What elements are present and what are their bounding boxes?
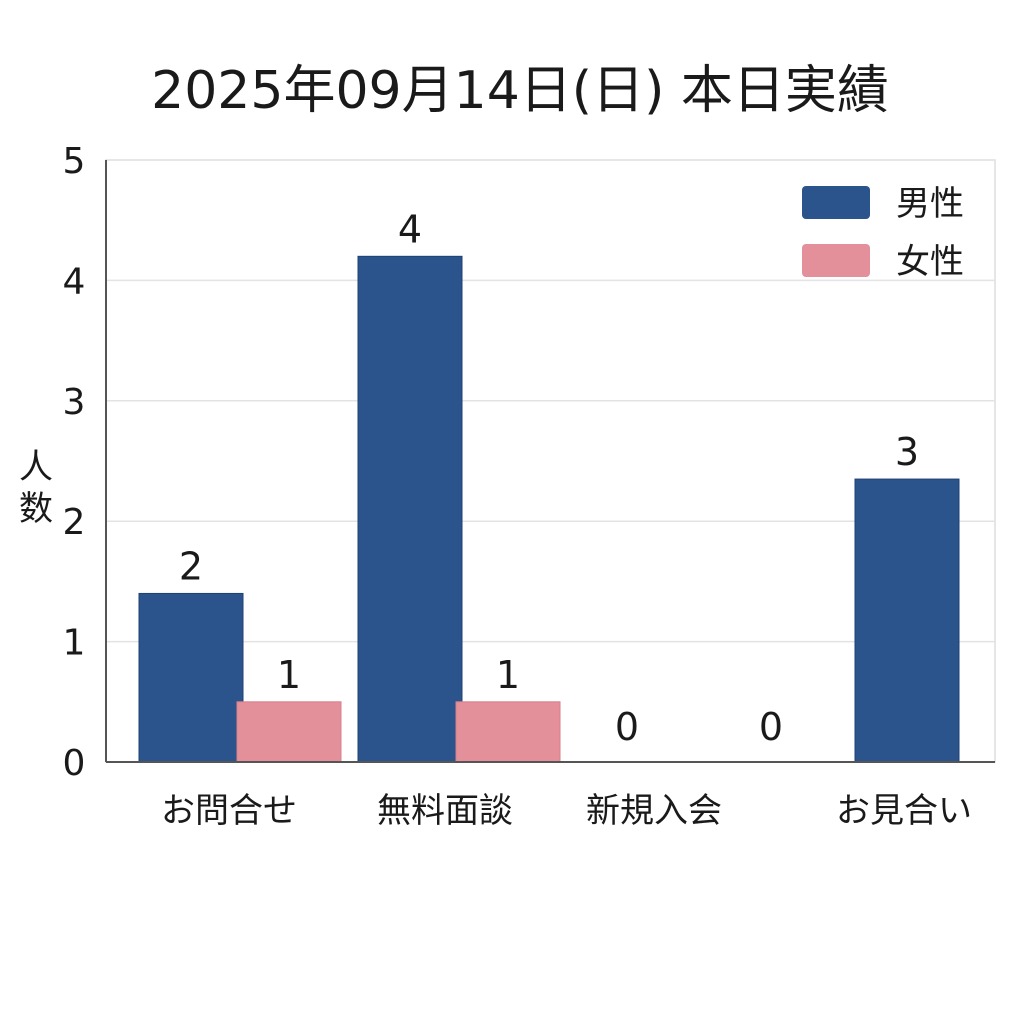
x-category-label: 新規入会 xyxy=(586,791,722,831)
data-label: 2 xyxy=(179,544,203,588)
legend-label-female: 女性 xyxy=(896,242,964,282)
legend-swatch-male xyxy=(802,186,870,219)
x-category-label: お問合せ xyxy=(161,791,297,831)
bars xyxy=(138,255,960,763)
legend-swatch-female xyxy=(802,244,870,277)
y-axis-ticks: 0 1 2 3 4 5 xyxy=(63,141,86,784)
data-label: 1 xyxy=(496,653,520,697)
axes xyxy=(105,160,995,763)
bar-female xyxy=(455,701,561,763)
y-tick-label: 1 xyxy=(63,623,86,664)
data-label: 4 xyxy=(398,207,422,251)
bar-male xyxy=(357,255,463,763)
data-label: 0 xyxy=(759,705,783,749)
y-axis-label-text: 人数 xyxy=(19,447,53,529)
bar-male xyxy=(854,478,960,763)
data-labels: 2 1 4 1 0 0 3 xyxy=(179,207,919,749)
data-label: 3 xyxy=(895,430,919,474)
y-tick-label: 2 xyxy=(63,502,86,543)
y-tick-label: 5 xyxy=(63,141,86,182)
data-label: 0 xyxy=(615,705,639,749)
bar-male xyxy=(138,592,244,763)
y-tick-label: 0 xyxy=(63,743,86,784)
bar-female xyxy=(236,701,342,763)
y-tick-label: 3 xyxy=(63,382,86,423)
x-category-label: 無料面談 xyxy=(377,791,513,831)
y-axis-label: 人数 xyxy=(19,447,53,529)
data-label: 1 xyxy=(277,653,301,697)
legend-label-male: 男性 xyxy=(896,184,964,224)
y-tick-label: 4 xyxy=(63,261,86,302)
x-axis-categories: お問合せ 無料面談 新規入会 お見合い xyxy=(161,791,972,831)
chart-title: 2025年09月14日(日) 本日実績 xyxy=(151,61,889,121)
x-category-label: お見合い xyxy=(836,791,972,831)
legend: 男性 女性 xyxy=(802,184,964,282)
